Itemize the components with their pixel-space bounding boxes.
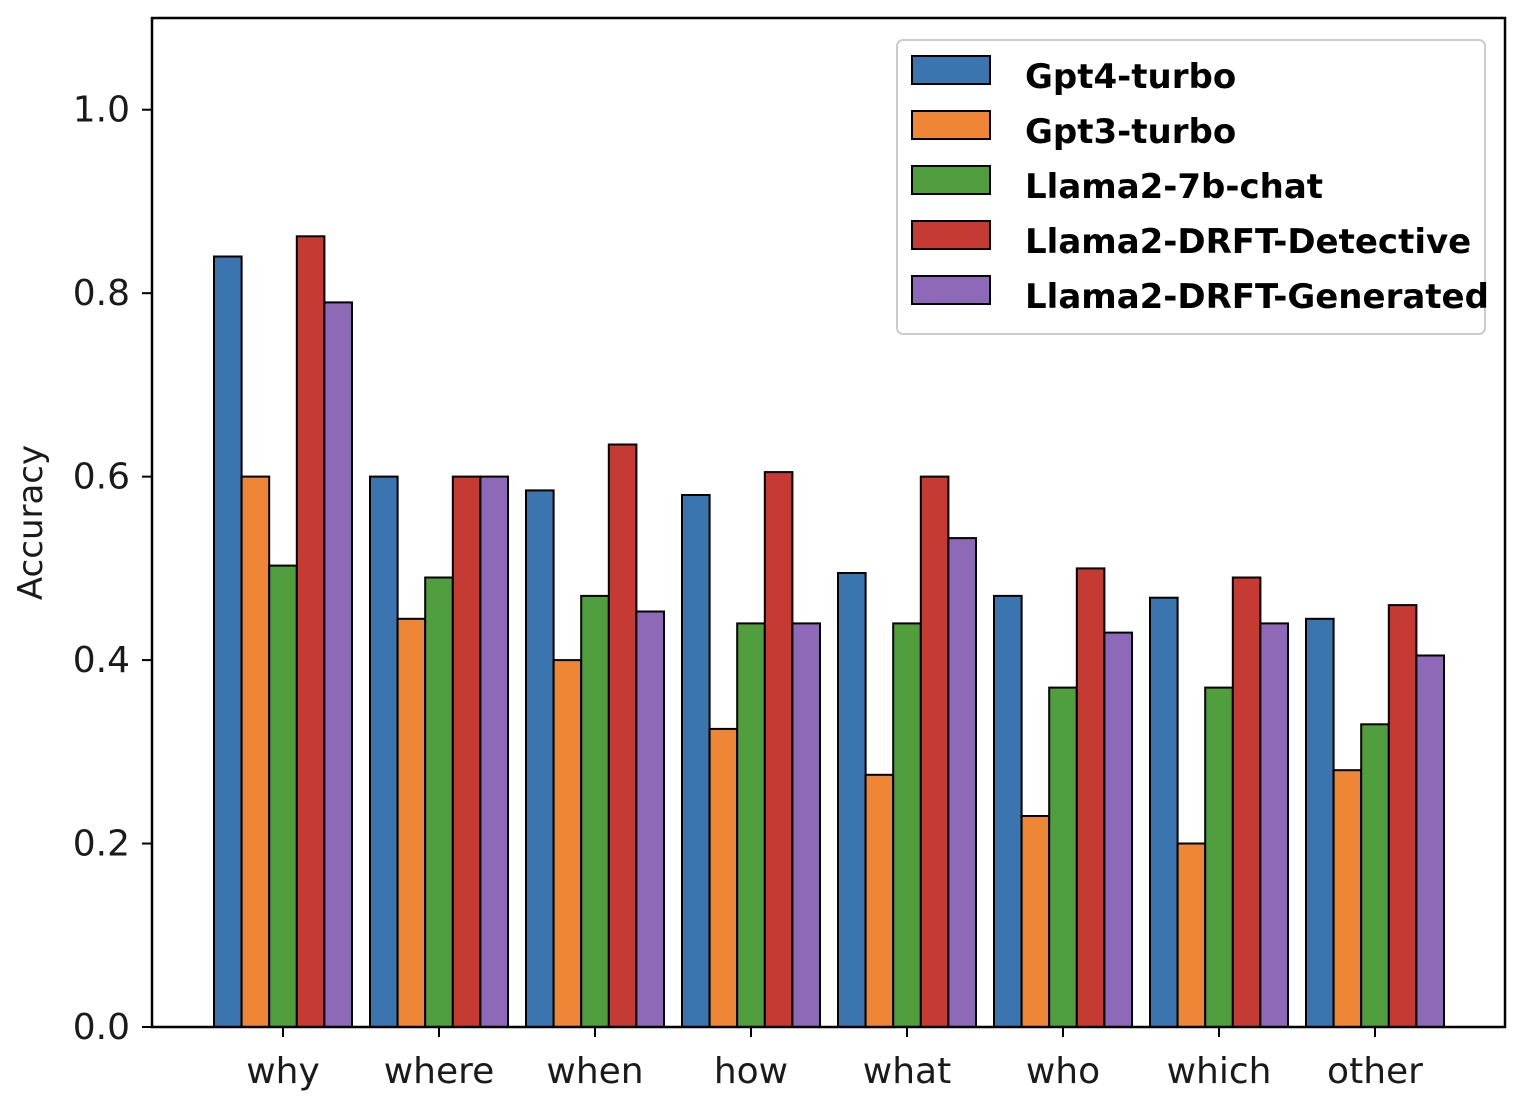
bar-why-llama2-7b-chat bbox=[268, 564, 298, 1028]
legend-label: Llama2-7b-chat bbox=[1025, 167, 1323, 207]
bar-when-llama2-7b-chat bbox=[580, 594, 610, 1029]
bar-other-gpt3-turbo bbox=[1332, 769, 1363, 1028]
legend-swatch bbox=[911, 110, 991, 140]
bar-what-llama2-drft-detective bbox=[919, 475, 950, 1029]
bar-who-llama2-drft-detective bbox=[1075, 567, 1106, 1029]
legend-box bbox=[896, 39, 1486, 335]
bar-what-gpt4-turbo bbox=[837, 572, 867, 1028]
plot-frame bbox=[150, 16, 1507, 1029]
bar-which-llama2-drft-generated bbox=[1259, 622, 1290, 1029]
x-tick-label-where: where bbox=[384, 1051, 495, 1092]
bar-where-gpt3-turbo bbox=[396, 617, 427, 1028]
bar-who-gpt4-turbo bbox=[993, 594, 1023, 1029]
legend-label: Gpt3-turbo bbox=[1025, 112, 1236, 152]
y-tick-label: 0.2 bbox=[73, 824, 130, 865]
legend-swatch bbox=[911, 55, 991, 85]
legend-label: Llama2-DRFT-Detective bbox=[1025, 222, 1471, 262]
bar-how-llama2-7b-chat bbox=[736, 622, 766, 1029]
bar-why-llama2-drft-detective bbox=[295, 235, 326, 1029]
bar-other-llama2-drft-detective bbox=[1387, 604, 1418, 1028]
y-tick-label: 0.8 bbox=[73, 273, 130, 314]
legend-swatch bbox=[911, 220, 991, 250]
bar-how-llama2-drft-detective bbox=[763, 471, 794, 1029]
x-tick-label-which: which bbox=[1167, 1051, 1272, 1092]
bar-who-llama2-drft-generated bbox=[1103, 631, 1134, 1028]
bar-which-llama2-7b-chat bbox=[1204, 686, 1234, 1028]
bar-why-gpt3-turbo bbox=[240, 475, 271, 1029]
x-axis: why where when how what who which other bbox=[246, 1027, 1423, 1092]
x-tick-label-how: how bbox=[714, 1051, 788, 1092]
legend-swatch bbox=[911, 275, 991, 305]
bar-when-llama2-drft-generated bbox=[635, 610, 666, 1028]
y-tick-label: 0.6 bbox=[73, 457, 130, 498]
y-tick-label: 1.0 bbox=[73, 90, 130, 131]
y-tick-label: 0.0 bbox=[73, 1007, 130, 1048]
bar-which-llama2-drft-detective bbox=[1231, 576, 1262, 1028]
bar-what-llama2-drft-generated bbox=[947, 537, 978, 1028]
bar-what-gpt3-turbo bbox=[864, 773, 895, 1029]
bar-who-llama2-7b-chat bbox=[1048, 686, 1078, 1028]
y-axis-label: Accuracy bbox=[11, 445, 51, 600]
bar-how-gpt3-turbo bbox=[708, 727, 739, 1029]
bar-other-llama2-7b-chat bbox=[1360, 723, 1390, 1028]
bar-which-gpt3-turbo bbox=[1176, 842, 1207, 1028]
bar-how-gpt4-turbo bbox=[681, 494, 711, 1028]
legend-label: Gpt4-turbo bbox=[1025, 57, 1236, 97]
bars-layer bbox=[213, 235, 1446, 1029]
legend-swatch bbox=[911, 165, 991, 195]
bar-who-gpt3-turbo bbox=[1020, 815, 1051, 1028]
legend-label: Llama2-DRFT-Generated bbox=[1025, 277, 1489, 317]
x-tick-label-who: who bbox=[1026, 1051, 1100, 1092]
x-tick-label-what: what bbox=[863, 1051, 951, 1092]
x-tick-label-other: other bbox=[1327, 1051, 1423, 1092]
bar-where-llama2-7b-chat bbox=[424, 576, 454, 1028]
bar-how-llama2-drft-generated bbox=[791, 622, 822, 1029]
bar-why-llama2-drft-generated bbox=[323, 301, 353, 1028]
bar-which-gpt4-turbo bbox=[1149, 596, 1179, 1028]
bar-why-gpt4-turbo bbox=[213, 255, 243, 1028]
bar-when-gpt4-turbo bbox=[525, 489, 555, 1028]
bar-where-llama2-drft-generated bbox=[479, 475, 509, 1029]
bar-where-gpt4-turbo bbox=[369, 475, 399, 1029]
bar-where-llama2-drft-detective bbox=[451, 475, 482, 1029]
x-tick-label-when: when bbox=[546, 1051, 643, 1092]
x-tick-label-why: why bbox=[246, 1051, 320, 1092]
bar-other-gpt4-turbo bbox=[1305, 617, 1335, 1028]
bar-what-llama2-7b-chat bbox=[892, 622, 922, 1029]
bar-when-gpt3-turbo bbox=[552, 659, 583, 1028]
bar-other-llama2-drft-generated bbox=[1415, 654, 1446, 1028]
bar-when-llama2-drft-detective bbox=[607, 443, 638, 1028]
legend: Gpt4-turbo Gpt3-turbo Llama2-7b-chat Llama2… bbox=[896, 39, 1489, 335]
y-axis: 0.0 0.2 0.4 0.6 0.8 1.0 bbox=[73, 90, 152, 1048]
y-tick-label: 0.4 bbox=[73, 640, 130, 681]
